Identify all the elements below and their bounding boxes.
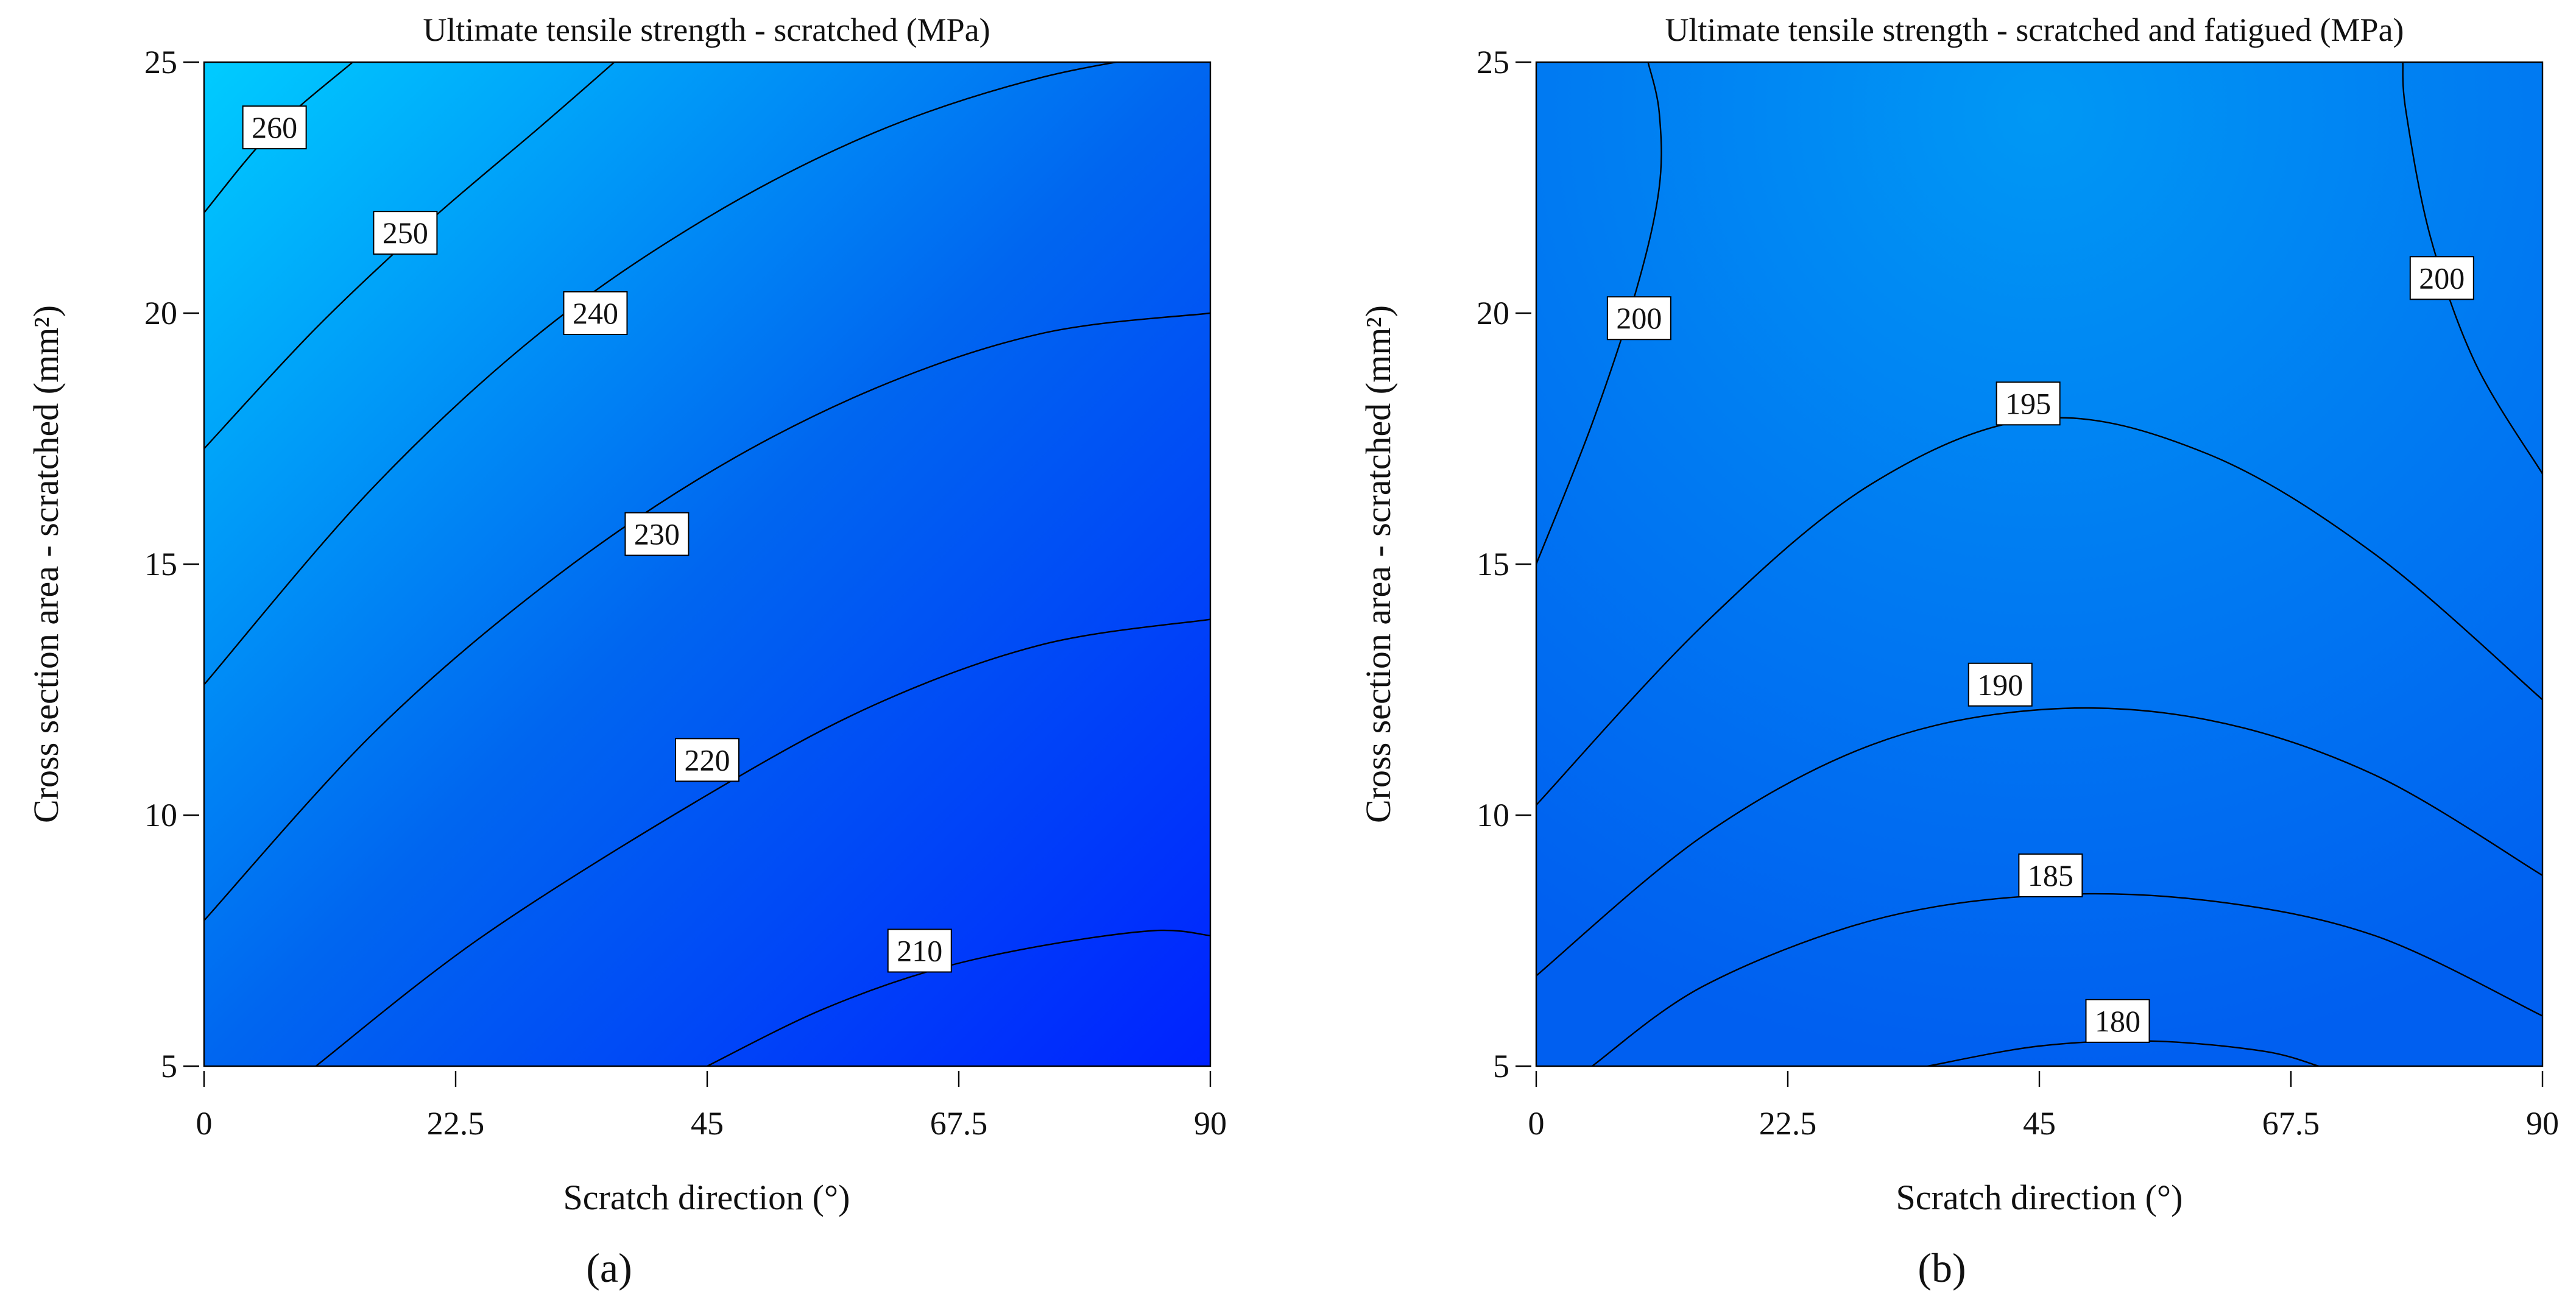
contour-label: 240 <box>573 296 618 330</box>
x-tick-label: 90 <box>1194 1105 1227 1142</box>
panel-a-contour-labels: 260 250 240 230 220 210 <box>242 105 952 973</box>
contour-label-box <box>563 291 628 335</box>
panel-b-x-ticks: 0 22.5 45 67.5 90 <box>1528 1071 2559 1142</box>
contour-line-210 <box>707 929 1210 1066</box>
contour-label: 200 <box>2419 261 2465 295</box>
y-tick-label: 20 <box>1477 295 1509 331</box>
contour-line-200 <box>2402 62 2542 475</box>
panel-b-caption: (b) <box>1918 1245 1966 1291</box>
panel-a-y-ticks: 5 10 15 20 25 <box>144 44 199 1084</box>
contour-label-box <box>1967 662 2033 707</box>
panel-a-surface <box>204 62 1210 1066</box>
contour-line-200 <box>1536 62 1662 565</box>
panel-b-y-ticks: 5 10 15 20 25 <box>1477 44 1531 1084</box>
panel-a-caption: (a) <box>586 1245 632 1291</box>
contour-line-240 <box>204 62 1121 685</box>
contour-label: 185 <box>2028 858 2073 893</box>
contour-label: 250 <box>383 216 428 250</box>
y-tick-label: 10 <box>144 797 177 833</box>
contour-line-190 <box>1536 707 2542 977</box>
x-tick-label: 45 <box>2023 1105 2056 1142</box>
contour-line-220 <box>315 618 1210 1066</box>
x-tick-label: 45 <box>691 1105 724 1142</box>
x-tick-label: 22.5 <box>427 1105 485 1142</box>
contour-label: 190 <box>1977 668 2023 702</box>
panel-a-x-ticks: 0 22.5 45 67.5 90 <box>196 1071 1227 1142</box>
panel-a-title: Ultimate tensile strength - scratched (M… <box>423 12 990 48</box>
panel-b-surface <box>1536 62 2542 1066</box>
y-tick-label: 5 <box>161 1048 177 1084</box>
contour-label-box <box>2409 256 2474 300</box>
contour-label: 260 <box>252 110 297 144</box>
contour-label-box <box>675 738 739 782</box>
contour-label: 180 <box>2095 1004 2140 1038</box>
panel-b: Ultimate tensile strength - scratched an… <box>1358 12 2559 1291</box>
contour-label: 220 <box>685 743 730 777</box>
x-tick-label: 0 <box>196 1105 213 1142</box>
y-tick-label: 5 <box>1493 1048 1509 1084</box>
contour-line-230 <box>204 312 1210 921</box>
panel-b-contour-labels: 200 200 195 190 185 180 <box>1606 256 2474 1043</box>
contour-label: 200 <box>1616 301 1662 335</box>
contour-label: 230 <box>634 517 680 551</box>
x-tick-label: 90 <box>2526 1105 2559 1142</box>
x-tick-label: 0 <box>1528 1105 1545 1142</box>
panel-b-title: Ultimate tensile strength - scratched an… <box>1665 12 2404 48</box>
contour-label: 210 <box>897 933 942 967</box>
contour-label-box <box>373 211 438 255</box>
contour-label-box <box>624 512 690 556</box>
panel-b-frame <box>1535 61 2544 1067</box>
y-tick-label: 10 <box>1477 797 1509 833</box>
y-tick-label: 15 <box>144 546 177 582</box>
x-tick-label: 22.5 <box>1759 1105 1817 1142</box>
contour-label-box <box>887 928 952 973</box>
x-tick-label: 67.5 <box>2262 1105 2320 1142</box>
panel-a-frame <box>203 61 1212 1067</box>
y-tick-label: 25 <box>1477 44 1509 80</box>
contour-label-box <box>1996 381 2061 426</box>
y-tick-label: 15 <box>1477 546 1509 582</box>
x-tick-label: 67.5 <box>930 1105 988 1142</box>
y-tick-label: 25 <box>144 44 177 80</box>
contour-label-box <box>1606 296 1671 341</box>
panel-a-x-axis-label: Scratch direction (°) <box>563 1178 850 1217</box>
contour-label-box <box>2018 853 2083 897</box>
contour-label: 195 <box>2005 386 2051 420</box>
panel-a-contours <box>204 62 1210 1066</box>
panel-a: Ultimate tensile strength - scratched (M… <box>26 12 1227 1291</box>
contour-label-box <box>2085 999 2150 1043</box>
panel-b-y-axis-label: Cross section area - scratched (mm²) <box>1358 305 1398 823</box>
y-tick-label: 20 <box>144 295 177 331</box>
panel-b-x-axis-label: Scratch direction (°) <box>1896 1178 2183 1217</box>
contour-label-box <box>242 105 307 150</box>
panel-a-y-axis-label: Cross section area - scratched (mm²) <box>26 305 66 823</box>
